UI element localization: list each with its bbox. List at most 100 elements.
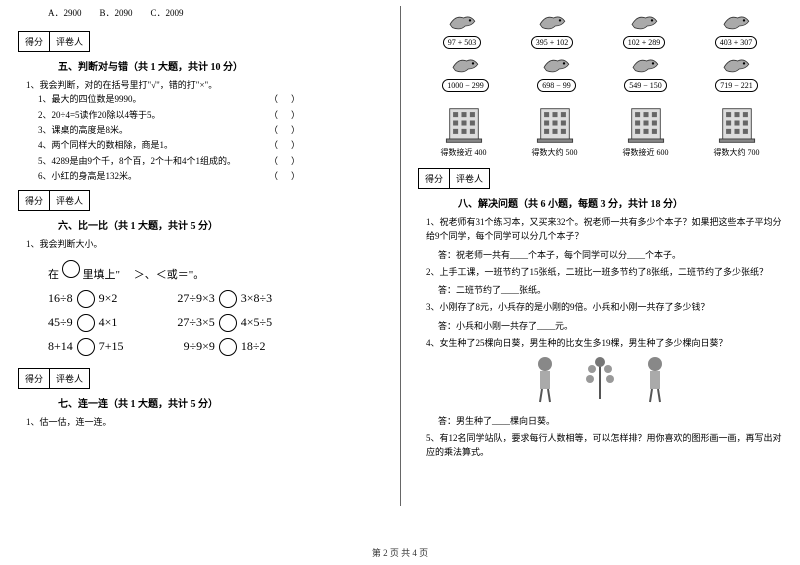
building-label: 得数接近 400 xyxy=(441,147,487,158)
plant-icon xyxy=(580,354,620,404)
section7-title: 七、连一连（共 1 大题，共计 5 分） xyxy=(58,395,382,410)
building-item: 得数接近 600 xyxy=(623,102,669,158)
circle-icon xyxy=(77,314,95,332)
a2: 答：二班节约了____张纸。 xyxy=(438,283,782,296)
grader-label: 评卷人 xyxy=(50,191,89,210)
score-box-5: 得分 评卷人 xyxy=(18,31,90,52)
dove-label: 395 + 102 xyxy=(531,36,574,49)
kids-illustration xyxy=(530,354,670,410)
dove-icon xyxy=(536,10,568,34)
section7-intro: 1、估一估，连一连。 xyxy=(26,415,382,429)
dove-label: 719 − 221 xyxy=(715,79,758,92)
dove-icon xyxy=(628,10,660,34)
building-row: 得数接近 400 得数大约 500 得数接近 600 得数大约 700 xyxy=(418,102,782,158)
compare-item: 27÷3×54×5÷5 xyxy=(177,314,272,332)
grader-label: 评卷人 xyxy=(50,32,89,51)
judge-item: 4、两个同样大的数相除，商是1。（ ） xyxy=(38,138,382,153)
dove-item: 1000 − 299 xyxy=(442,53,489,92)
judge-item: 3、课桌的高度是8米。（ ） xyxy=(38,123,382,138)
bracket: （ ） xyxy=(269,169,302,184)
bracket: （ ） xyxy=(269,123,302,138)
dove-icon xyxy=(720,53,752,77)
dove-item: 97 + 503 xyxy=(443,10,482,49)
compare-item: 16÷89×2 xyxy=(48,290,117,308)
compare-row: 45÷94×1 27÷3×54×5÷5 xyxy=(48,314,382,332)
compare-row: 8+147+15 9÷9×918÷2 xyxy=(48,338,382,356)
dove-label: 97 + 503 xyxy=(443,36,482,49)
dove-item: 403 + 307 xyxy=(715,10,758,49)
score-box-6: 得分 评卷人 xyxy=(18,190,90,211)
score-label: 得分 xyxy=(419,169,450,188)
compare-item: 8+147+15 xyxy=(48,338,124,356)
section6-title: 六、比一比（共 1 大题，共计 5 分） xyxy=(58,217,382,232)
dove-label: 698 − 99 xyxy=(537,79,576,92)
bracket: （ ） xyxy=(269,92,302,107)
compare-row: 16÷89×2 27÷9×33×8÷3 xyxy=(48,290,382,308)
q5: 5、有12名同学站队，要求每行人数相等，可以怎样排？用你喜欢的图形画一画，再写出… xyxy=(426,431,782,460)
compare-item: 45÷94×1 xyxy=(48,314,117,332)
circle-icon xyxy=(77,290,95,308)
left-column: A．2900 B．2090 C．2009 得分 评卷人 五、判断对与错（共 1 … xyxy=(0,0,400,565)
a1: 答：祝老师一共有____个本子，每个同学可以分____个本子。 xyxy=(438,248,782,261)
dove-item: 395 + 102 xyxy=(531,10,574,49)
grader-label: 评卷人 xyxy=(450,169,489,188)
boy-icon xyxy=(640,354,670,404)
page-footer: 第 2 页 共 4 页 xyxy=(0,546,800,559)
dove-item: 549 − 150 xyxy=(624,53,667,92)
dove-item: 698 − 99 xyxy=(537,53,576,92)
building-item: 得数大约 500 xyxy=(532,102,578,158)
building-label: 得数接近 600 xyxy=(623,147,669,158)
judge-item: 2、20÷4=5读作20除以4等于5。（ ） xyxy=(38,108,382,123)
compare-header: 在 里填上" ＞、＜或＝"。 xyxy=(48,260,382,282)
dove-item: 719 − 221 xyxy=(715,53,758,92)
building-item: 得数接近 400 xyxy=(441,102,487,158)
judge-item: 5、4289是由9个千，8个百，2个十和4个1组成的。（ ） xyxy=(38,154,382,169)
mc-options: A．2900 B．2090 C．2009 xyxy=(48,6,382,19)
dove-label: 1000 − 299 xyxy=(442,79,489,92)
circle-icon xyxy=(219,338,237,356)
compare-item: 9÷9×918÷2 xyxy=(184,338,266,356)
judge-item: 6、小红的身高是132米。（ ） xyxy=(38,169,382,184)
score-label: 得分 xyxy=(19,32,50,51)
dove-label: 102 + 289 xyxy=(623,36,666,49)
a4: 答：男生种了____棵向日葵。 xyxy=(438,414,782,427)
grader-label: 评卷人 xyxy=(50,369,89,388)
dove-item: 102 + 289 xyxy=(623,10,666,49)
dove-icon xyxy=(449,53,481,77)
bracket: （ ） xyxy=(269,108,302,123)
dove-icon xyxy=(629,53,661,77)
section8-title: 八、解决问题（共 6 小题，每题 3 分，共计 18 分） xyxy=(458,195,782,210)
q1: 1、祝老师有31个练习本，又买来32个。祝老师一共有多少个本子？如果把这些本子平… xyxy=(426,215,782,244)
dove-row-2: 1000 − 299 698 − 99 549 − 150 719 − 221 xyxy=(418,53,782,92)
dove-label: 403 + 307 xyxy=(715,36,758,49)
bracket: （ ） xyxy=(269,138,302,153)
q4: 4、女生种了25棵向日葵，男生种的比女生多19棵，男生种了多少棵向日葵？ xyxy=(426,336,782,350)
score-label: 得分 xyxy=(19,369,50,388)
bracket: （ ） xyxy=(269,154,302,169)
score-box-7: 得分 评卷人 xyxy=(18,368,90,389)
q3: 3、小刚存了8元，小兵存的是小刚的9倍。小兵和小刚一共存了多少钱？ xyxy=(426,300,782,314)
girl-icon xyxy=(530,354,560,404)
dove-icon xyxy=(540,53,572,77)
q2: 2、上手工课，一班节约了15张纸，二班比一班多节约了8张纸，二班节约了多少张纸？ xyxy=(426,265,782,279)
circle-icon xyxy=(77,338,95,356)
right-column: 97 + 503 395 + 102 102 + 289 403 + 307 1… xyxy=(400,0,800,565)
a3: 答：小兵和小刚一共存了____元。 xyxy=(438,319,782,332)
dove-icon xyxy=(446,10,478,34)
judge-item: 1、最大的四位数是9990。（ ） xyxy=(38,92,382,107)
building-icon xyxy=(443,102,485,144)
dove-label: 549 − 150 xyxy=(624,79,667,92)
score-label: 得分 xyxy=(19,191,50,210)
compare-item: 27÷9×33×8÷3 xyxy=(177,290,272,308)
circle-icon xyxy=(62,260,80,278)
section5-title: 五、判断对与错（共 1 大题，共计 10 分） xyxy=(58,58,382,73)
building-icon xyxy=(534,102,576,144)
dove-row-1: 97 + 503 395 + 102 102 + 289 403 + 307 xyxy=(418,10,782,49)
circle-icon xyxy=(219,290,237,308)
dove-icon xyxy=(720,10,752,34)
score-box-8: 得分 评卷人 xyxy=(418,168,490,189)
circle-icon xyxy=(219,314,237,332)
section6-intro: 1、我会判断大小。 xyxy=(26,237,382,251)
building-icon xyxy=(716,102,758,144)
building-icon xyxy=(625,102,667,144)
